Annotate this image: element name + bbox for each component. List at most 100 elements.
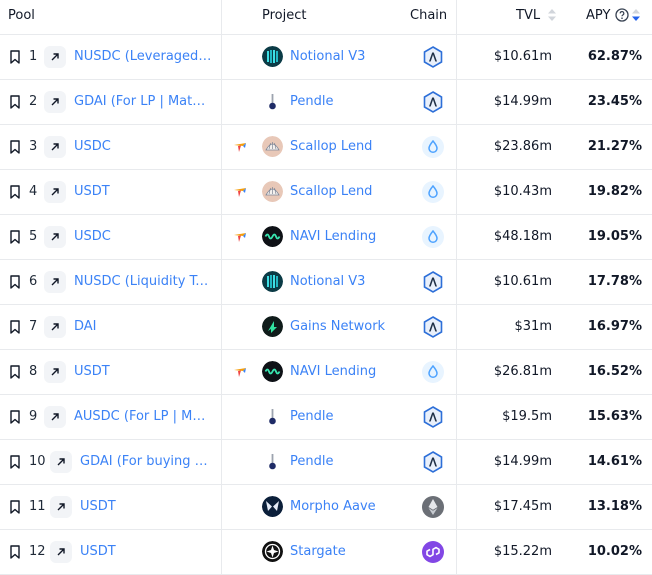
table-row: 6 NUSDC (Liquidity To… Notional V3 $10.6… bbox=[0, 260, 652, 305]
help-icon[interactable] bbox=[615, 8, 629, 22]
bookmark-icon[interactable] bbox=[9, 50, 21, 64]
pool-name-link[interactable]: NUSDC (Liquidity To… bbox=[74, 274, 212, 289]
arbitrum-icon[interactable] bbox=[421, 315, 445, 339]
rank-number: 10 bbox=[29, 454, 46, 469]
external-link-button[interactable] bbox=[44, 181, 66, 203]
table-row: 7 DAI Gains Network $31m 16.97% bbox=[0, 305, 652, 350]
bookmark-icon[interactable] bbox=[9, 320, 21, 334]
tvl-value: $14.99m bbox=[493, 94, 552, 109]
table-header: Pool Project Chain TVL APY bbox=[0, 0, 652, 35]
project-name-link[interactable]: Pendle bbox=[290, 409, 334, 424]
bookmark-icon[interactable] bbox=[9, 185, 21, 199]
pool-name-link[interactable]: USDT bbox=[74, 184, 110, 199]
project-name-link[interactable]: Scallop Lend bbox=[290, 139, 373, 154]
bookmark-icon[interactable] bbox=[9, 410, 21, 424]
rank-number: 6 bbox=[29, 274, 38, 289]
arrow-up-right-icon bbox=[57, 503, 65, 511]
external-link-button[interactable] bbox=[50, 496, 72, 518]
pool-name-link[interactable]: USDT bbox=[74, 364, 110, 379]
arbitrum-icon[interactable] bbox=[421, 405, 445, 429]
external-link-button[interactable] bbox=[44, 361, 66, 383]
bookmark-icon[interactable] bbox=[9, 545, 21, 559]
table-row: 1 NUSDC (Leveraged Li… Notional V3 $10.6… bbox=[0, 35, 652, 80]
scallop-logo bbox=[262, 181, 283, 202]
sui-icon[interactable] bbox=[421, 225, 445, 249]
pool-name-link[interactable]: USDT bbox=[80, 499, 116, 514]
apy-value: 10.02% bbox=[587, 544, 642, 559]
arrow-up-right-icon bbox=[57, 548, 65, 556]
ethereum-icon[interactable] bbox=[421, 495, 445, 519]
arrow-up-right-icon bbox=[51, 233, 59, 241]
external-link-button[interactable] bbox=[44, 226, 66, 248]
project-name-link[interactable]: Pendle bbox=[290, 454, 334, 469]
project-name-link[interactable]: NAVI Lending bbox=[290, 364, 377, 379]
external-link-button[interactable] bbox=[50, 451, 72, 473]
bookmark-icon[interactable] bbox=[9, 500, 21, 514]
project-name-link[interactable]: NAVI Lending bbox=[290, 229, 377, 244]
project-name-link[interactable]: Notional V3 bbox=[290, 274, 366, 289]
bookmark-icon[interactable] bbox=[9, 455, 21, 469]
header-project[interactable]: Project bbox=[262, 8, 307, 23]
bookmark-icon[interactable] bbox=[9, 365, 21, 379]
bookmark-icon[interactable] bbox=[9, 95, 21, 109]
external-link-button[interactable] bbox=[44, 46, 66, 68]
header-apy[interactable]: APY bbox=[586, 8, 611, 23]
arrow-up-right-icon bbox=[51, 188, 59, 196]
external-link-button[interactable] bbox=[44, 271, 66, 293]
pool-name-link[interactable]: NUSDC (Leveraged Li… bbox=[74, 49, 212, 64]
bookmark-icon[interactable] bbox=[9, 140, 21, 154]
project-name-link[interactable]: Notional V3 bbox=[290, 49, 366, 64]
external-link-button[interactable] bbox=[44, 316, 66, 338]
sui-icon[interactable] bbox=[421, 180, 445, 204]
sort-desc-icon[interactable] bbox=[631, 8, 641, 22]
table-row: 11 USDT Morpho Aave $17.45m 13.18% bbox=[0, 485, 652, 530]
table-row: 10 GDAI (For buying PT… Pendle $14.99m 1… bbox=[0, 440, 652, 485]
project-name-link[interactable]: Pendle bbox=[290, 94, 334, 109]
pool-name-link[interactable]: USDC bbox=[74, 229, 111, 244]
rank-number: 4 bbox=[29, 184, 38, 199]
rank-number: 7 bbox=[29, 319, 38, 334]
arrow-up-right-icon bbox=[51, 53, 59, 61]
rank-number: 8 bbox=[29, 364, 38, 379]
sui-icon[interactable] bbox=[421, 135, 445, 159]
table-row: 5 USDC NAVI Lending $48.18m 19.05% bbox=[0, 215, 652, 260]
polygon-icon[interactable] bbox=[421, 540, 445, 564]
header-chain[interactable]: Chain bbox=[410, 8, 448, 23]
arrow-up-right-icon bbox=[51, 413, 59, 421]
pool-name-link[interactable]: AUSDC (For LP | Mat… bbox=[74, 409, 212, 424]
bookmark-icon[interactable] bbox=[9, 275, 21, 289]
arbitrum-icon[interactable] bbox=[421, 90, 445, 114]
arrow-up-right-icon bbox=[51, 323, 59, 331]
arbitrum-icon[interactable] bbox=[421, 450, 445, 474]
apy-value: 14.61% bbox=[587, 454, 642, 469]
apy-value: 23.45% bbox=[587, 94, 642, 109]
rank-number: 5 bbox=[29, 229, 38, 244]
pool-name-link[interactable]: USDT bbox=[80, 544, 116, 559]
arbitrum-icon[interactable] bbox=[421, 270, 445, 294]
arbitrum-icon[interactable] bbox=[421, 45, 445, 69]
rank-number: 1 bbox=[29, 49, 38, 64]
pool-name-link[interactable]: GDAI (For buying PT… bbox=[80, 454, 212, 469]
project-name-link[interactable]: Gains Network bbox=[290, 319, 386, 334]
project-name-link[interactable]: Morpho Aave bbox=[290, 499, 376, 514]
project-name-link[interactable]: Stargate bbox=[290, 544, 346, 559]
apy-value: 21.27% bbox=[587, 139, 642, 154]
sort-icon[interactable] bbox=[547, 8, 557, 22]
apy-value: 19.05% bbox=[587, 229, 642, 244]
pool-name-link[interactable]: DAI bbox=[74, 319, 97, 334]
project-name-link[interactable]: Scallop Lend bbox=[290, 184, 373, 199]
external-link-button[interactable] bbox=[44, 136, 66, 158]
external-link-button[interactable] bbox=[44, 406, 66, 428]
rank-number: 9 bbox=[29, 409, 38, 424]
header-pool[interactable]: Pool bbox=[8, 8, 35, 23]
scallop-logo bbox=[262, 136, 283, 157]
apy-value: 17.78% bbox=[587, 274, 642, 289]
external-link-button[interactable] bbox=[50, 541, 72, 563]
header-tvl[interactable]: TVL bbox=[516, 8, 541, 23]
bookmark-icon[interactable] bbox=[9, 230, 21, 244]
external-link-button[interactable] bbox=[44, 91, 66, 113]
pool-name-link[interactable]: GDAI (For LP | Matu… bbox=[74, 94, 212, 109]
pool-name-link[interactable]: USDC bbox=[74, 139, 111, 154]
apy-value: 15.63% bbox=[587, 409, 642, 424]
sui-icon[interactable] bbox=[421, 360, 445, 384]
